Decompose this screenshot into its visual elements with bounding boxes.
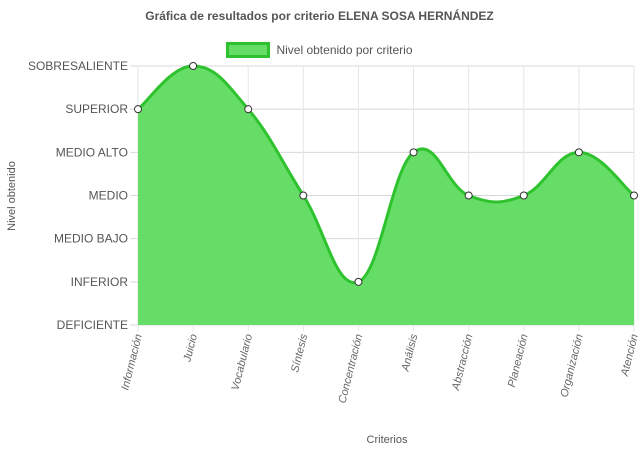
y-tick-label: SUPERIOR (65, 102, 128, 116)
y-axis-ticks: DEFICIENTE INFERIOR MEDIO BAJO MEDIO MEDIO A… (28, 59, 128, 332)
data-point[interactable] (464, 191, 473, 200)
data-point[interactable] (244, 105, 253, 114)
data-point[interactable] (630, 191, 638, 200)
x-tick-label: Información (119, 333, 145, 392)
y-axis-title: Nivel obtenido (6, 161, 18, 231)
data-point[interactable] (134, 105, 142, 114)
x-tick-label: Análisis (399, 332, 420, 373)
data-point[interactable] (574, 148, 583, 157)
x-tick-label: Organización (558, 333, 585, 399)
x-tick-label: Concentración (337, 333, 366, 405)
chart-title: Gráfica de resultados por criterio ELENA… (145, 9, 494, 23)
series-fill (138, 66, 634, 325)
legend-swatch (226, 42, 271, 58)
legend[interactable]: Nivel obtenido por criterio (0, 42, 639, 58)
y-tick-label: DEFICIENTE (57, 318, 128, 332)
y-tick-label: MEDIO BAJO (54, 232, 128, 246)
x-axis-title: Criterios (367, 434, 408, 446)
x-tick-label: Síntesis (289, 332, 310, 373)
series-line (137, 64, 635, 285)
data-point[interactable] (409, 148, 418, 157)
x-tick-label: Juicio (181, 333, 200, 364)
data-point[interactable] (354, 277, 363, 286)
y-tick-label: INFERIOR (71, 275, 129, 289)
x-tick-label: Abstracción (450, 333, 476, 393)
x-tick-label: Vocabulario (230, 333, 256, 392)
data-point[interactable] (299, 191, 308, 200)
legend-label: Nivel obtenido por criterio (276, 43, 413, 57)
x-tick-label: Atención (619, 333, 639, 378)
y-tick-label: MEDIO (89, 189, 128, 203)
x-axis-ticks: Información Juicio Vocabulario Síntesis Conc… (119, 332, 639, 404)
data-points (134, 62, 638, 286)
y-tick-label: SOBRESALIENTE (28, 59, 128, 73)
y-tick-label: MEDIO ALTO (56, 145, 128, 159)
x-tick-label: Planeación (506, 333, 531, 389)
series-area (137, 64, 635, 325)
data-point[interactable] (519, 191, 528, 200)
data-point[interactable] (189, 62, 198, 70)
